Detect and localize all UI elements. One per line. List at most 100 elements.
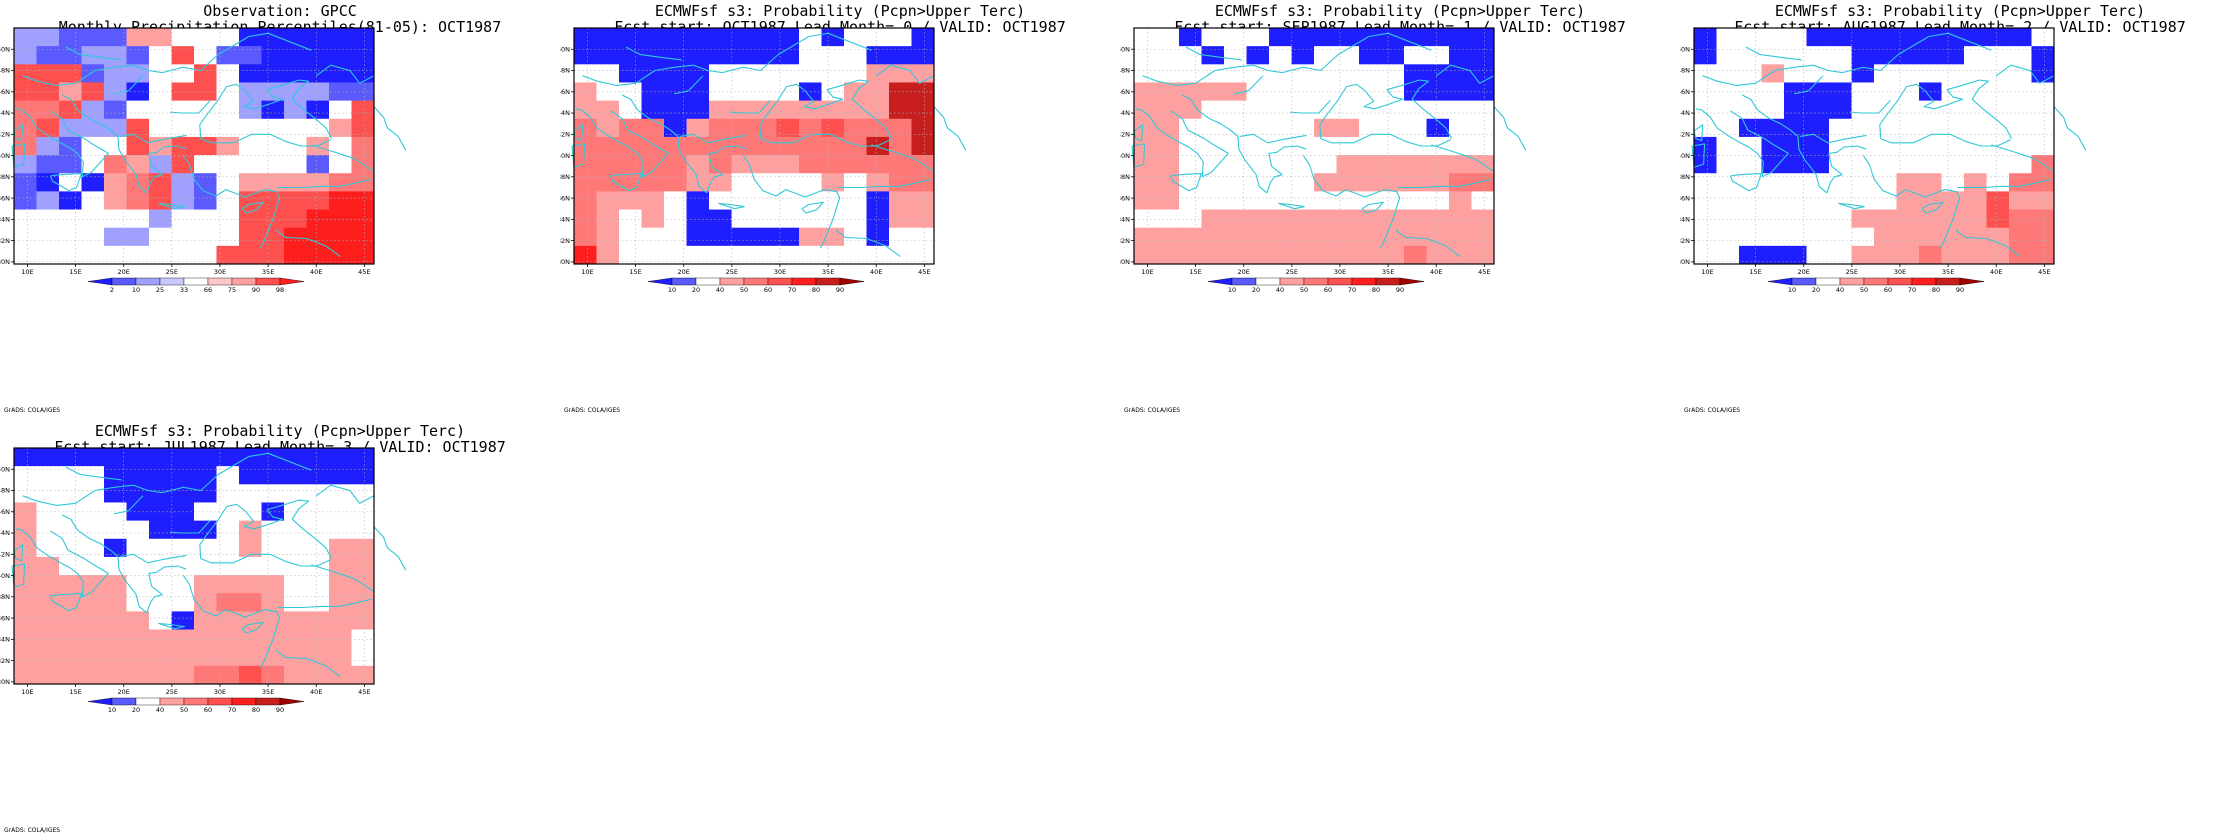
grid-cell (776, 82, 800, 102)
grid-cell (1986, 245, 2010, 265)
grid-cell (1179, 136, 1202, 156)
grid-cell (1156, 28, 1180, 47)
grid-cell (1851, 173, 1875, 192)
grid-cell (81, 64, 105, 83)
colorbar-label: 50 (1860, 286, 1868, 294)
colorbar-label: 80 (252, 706, 260, 714)
grid-cell (1986, 173, 2010, 192)
coastline (610, 173, 642, 192)
grid-cell (284, 245, 307, 265)
grid-cell (619, 245, 642, 265)
grid-cell (1201, 136, 1225, 156)
grid-cell (59, 227, 82, 247)
coastline (819, 197, 841, 249)
grid-cell (36, 155, 60, 174)
lat-tick-label: 36N (1120, 194, 1130, 202)
grid-cell (1359, 191, 1382, 210)
grid-cell (239, 46, 262, 65)
grid-cell (329, 665, 352, 685)
grid-cell (844, 173, 867, 192)
grid-cell (104, 136, 127, 156)
grid-cell (574, 28, 597, 47)
grid-cell (1336, 245, 1360, 265)
grid-cell (239, 466, 262, 485)
grid-cell (1851, 209, 1875, 229)
lon-tick-label: 40E (1430, 268, 1442, 276)
grid-cell (1694, 155, 1717, 174)
grid-cell (329, 82, 352, 102)
grid-cell (306, 191, 330, 210)
grid-cell (1201, 173, 1225, 192)
map-frame (1133, 27, 1495, 265)
grid-cell (104, 245, 127, 265)
grid-cell (239, 629, 262, 649)
grid-cell (306, 520, 330, 540)
lon-tick-label: 35E (262, 688, 274, 696)
grid-cell (1739, 155, 1762, 174)
grid-cell (2031, 64, 2055, 83)
grid-cell (171, 46, 195, 65)
grid-cell (1314, 191, 1337, 210)
grid-cell (1761, 245, 1785, 265)
grid-cell (1246, 245, 1270, 265)
grid-cell (596, 64, 620, 83)
grid-cell (1314, 28, 1337, 47)
grid-cell (81, 28, 105, 47)
grid-cell (844, 136, 867, 156)
grid-cell (2031, 28, 2055, 47)
grid-cell (664, 173, 687, 192)
coastline (718, 202, 745, 210)
coastline (1379, 197, 1401, 249)
grid-cell (284, 155, 307, 174)
grid-cell (126, 46, 150, 65)
grid-cell (1761, 118, 1785, 138)
grid-cell (216, 100, 240, 120)
panel-title: ECMWFsf s3: Probability (Pcpn>Upper Terc… (1774, 2, 2146, 20)
grid-cell (1449, 173, 1472, 192)
grid-cell (1246, 28, 1270, 47)
grid-cell (799, 191, 822, 210)
grid-cell (1986, 209, 2010, 229)
colorbar-segment (815, 277, 841, 286)
coastline (1691, 143, 1706, 168)
grid-cell (1314, 209, 1337, 229)
colorbar: 10 20 40 50 60 70 80 90 (1767, 277, 1985, 294)
grid-cell (216, 227, 240, 247)
coastline (1302, 155, 1401, 199)
grid-cell (709, 28, 732, 47)
grid-cell (1134, 118, 1157, 138)
grid-cell (104, 484, 127, 503)
grid-cell (329, 593, 352, 612)
grid-cell (194, 629, 217, 649)
lat-tick-label: 34N (0, 216, 10, 224)
grid-cell (619, 155, 642, 174)
grid-cell (641, 155, 665, 174)
grid-cell (1471, 227, 1495, 247)
grid-cell (261, 46, 285, 65)
grid-cell (351, 118, 375, 138)
grid-cell (1246, 100, 1270, 120)
lat-tick-label: 36N (0, 614, 10, 622)
grid-cell (641, 245, 665, 265)
grid-cell (171, 227, 195, 247)
colorbar-segment (791, 277, 817, 286)
precip-map: 10E 15E 20E 25E 30E 35E 40E 45E 30N 32N 34N 36N 38N 4… (1680, 27, 2087, 294)
grid-cell (709, 209, 732, 229)
grid-cell (1224, 64, 1247, 83)
grid-cell (1784, 136, 1807, 156)
grid-cell (889, 227, 912, 247)
grid-cell (36, 448, 60, 467)
grid-cell (306, 46, 330, 65)
grid-cell (709, 155, 732, 174)
colorbar-segment (1255, 277, 1281, 286)
lon-tick-label: 40E (1990, 268, 2002, 276)
lat-tick-label: 44N (0, 109, 10, 117)
panel-title: Observation: GPCC (203, 2, 357, 20)
grid-cell (596, 191, 620, 210)
grid-cell (81, 82, 105, 102)
coastline (1185, 46, 1242, 61)
grid-cell (1716, 118, 1740, 138)
grid-cell (709, 227, 732, 247)
grid-cell (1179, 227, 1202, 247)
coastline (275, 229, 341, 258)
